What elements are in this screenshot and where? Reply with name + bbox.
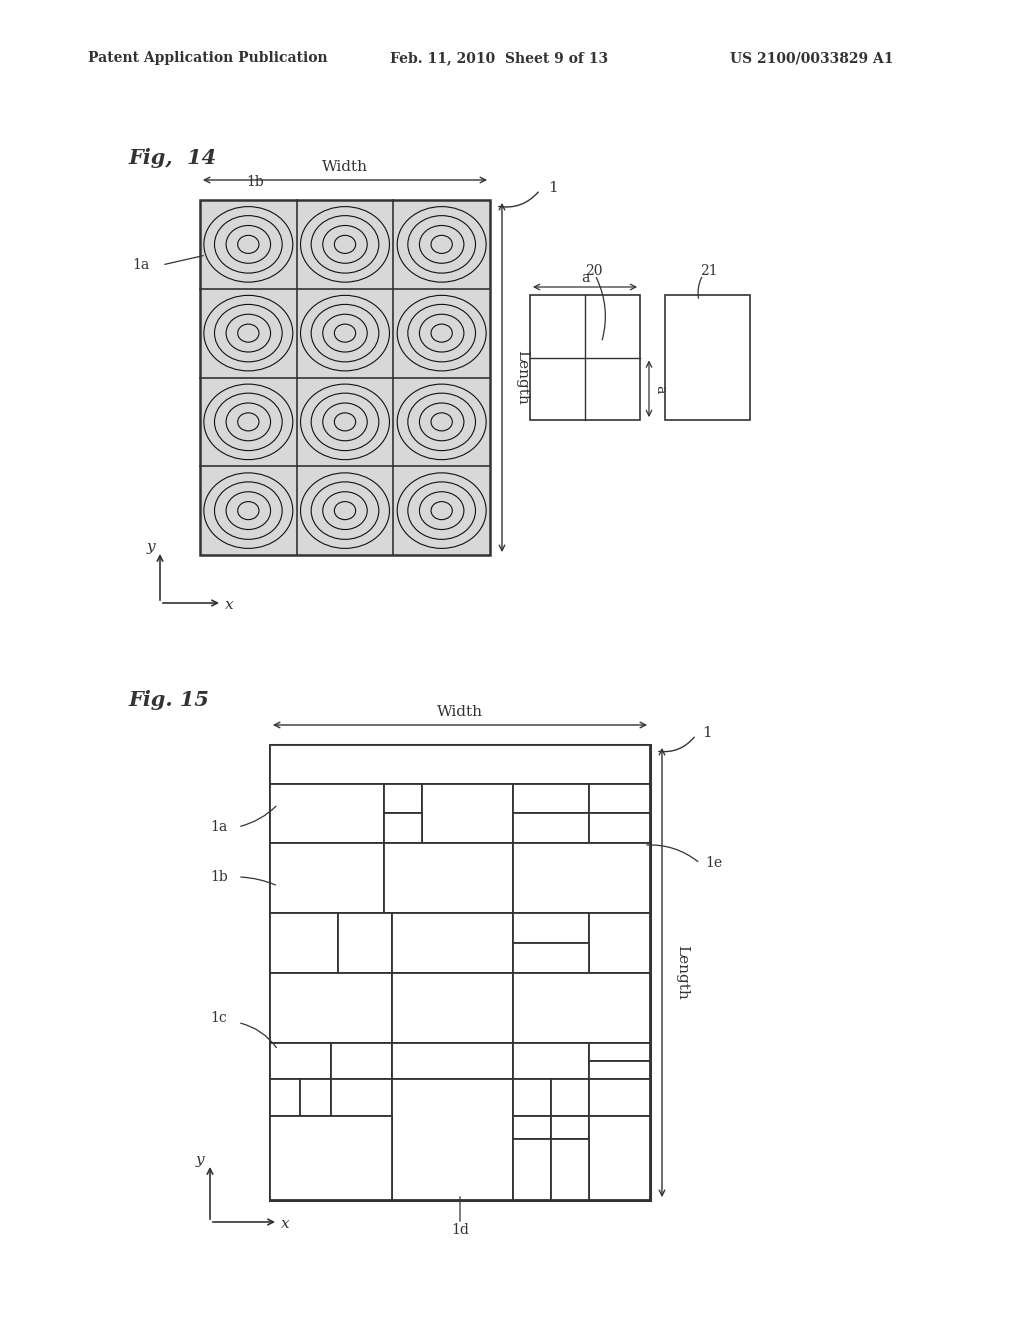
Bar xyxy=(551,1115,589,1139)
Bar xyxy=(300,1080,331,1115)
Bar xyxy=(331,1043,391,1080)
Text: US 2100/0033829 A1: US 2100/0033829 A1 xyxy=(730,51,894,65)
Text: y: y xyxy=(147,540,156,554)
Text: a: a xyxy=(653,384,667,393)
Bar xyxy=(530,294,640,420)
Bar xyxy=(589,1043,650,1061)
Text: 1b: 1b xyxy=(246,176,264,189)
Text: 21: 21 xyxy=(700,264,718,279)
Bar xyxy=(270,1043,331,1080)
Bar xyxy=(270,973,391,1043)
Text: y: y xyxy=(196,1152,205,1167)
Text: Patent Application Publication: Patent Application Publication xyxy=(88,51,328,65)
Text: Length: Length xyxy=(515,350,529,405)
Bar xyxy=(551,1080,589,1115)
Text: a: a xyxy=(581,271,589,285)
Bar xyxy=(513,913,589,942)
Text: 1a: 1a xyxy=(210,820,227,834)
Bar xyxy=(270,744,650,1200)
Text: Fig,  14: Fig, 14 xyxy=(128,148,216,168)
Text: Fig. 15: Fig. 15 xyxy=(128,690,209,710)
Bar xyxy=(513,1115,551,1139)
Bar xyxy=(270,1115,391,1200)
Text: x: x xyxy=(225,598,233,612)
Bar xyxy=(513,1080,551,1115)
Bar xyxy=(338,913,391,973)
Bar xyxy=(513,843,650,913)
Bar xyxy=(422,784,513,843)
Bar xyxy=(391,1043,513,1080)
Text: 1c: 1c xyxy=(210,1011,226,1026)
Bar xyxy=(270,1080,300,1115)
Bar xyxy=(589,913,650,973)
Bar xyxy=(270,843,384,913)
Text: 1: 1 xyxy=(702,726,712,741)
Text: 1e: 1e xyxy=(705,857,722,870)
Bar xyxy=(270,744,650,784)
Text: x: x xyxy=(281,1217,290,1232)
Bar xyxy=(391,1080,513,1200)
Text: Width: Width xyxy=(437,705,483,719)
Bar xyxy=(384,784,422,813)
Bar xyxy=(513,1043,589,1080)
Bar xyxy=(391,973,513,1043)
Text: 1b: 1b xyxy=(210,870,227,884)
Bar xyxy=(589,784,650,813)
Text: Feb. 11, 2010  Sheet 9 of 13: Feb. 11, 2010 Sheet 9 of 13 xyxy=(390,51,608,65)
Text: 20: 20 xyxy=(585,264,602,279)
Bar xyxy=(551,1139,589,1200)
Bar xyxy=(200,201,490,554)
Bar xyxy=(513,973,650,1043)
Text: 1: 1 xyxy=(548,181,558,195)
Bar xyxy=(391,913,513,973)
Bar xyxy=(331,1080,391,1115)
Bar xyxy=(270,913,338,973)
Bar xyxy=(384,843,513,913)
Bar xyxy=(589,813,650,843)
Bar xyxy=(513,784,589,813)
Text: Width: Width xyxy=(322,160,368,174)
Bar xyxy=(589,1061,650,1080)
Text: 1a: 1a xyxy=(132,257,150,272)
Bar xyxy=(589,1080,650,1115)
Bar xyxy=(270,784,384,843)
Bar xyxy=(665,294,750,420)
Text: Length: Length xyxy=(675,945,689,999)
Bar xyxy=(513,942,589,973)
Bar xyxy=(513,813,589,843)
Text: 1d: 1d xyxy=(451,1224,469,1237)
Bar xyxy=(589,1115,650,1200)
Bar xyxy=(384,813,422,843)
Bar xyxy=(513,1139,551,1200)
